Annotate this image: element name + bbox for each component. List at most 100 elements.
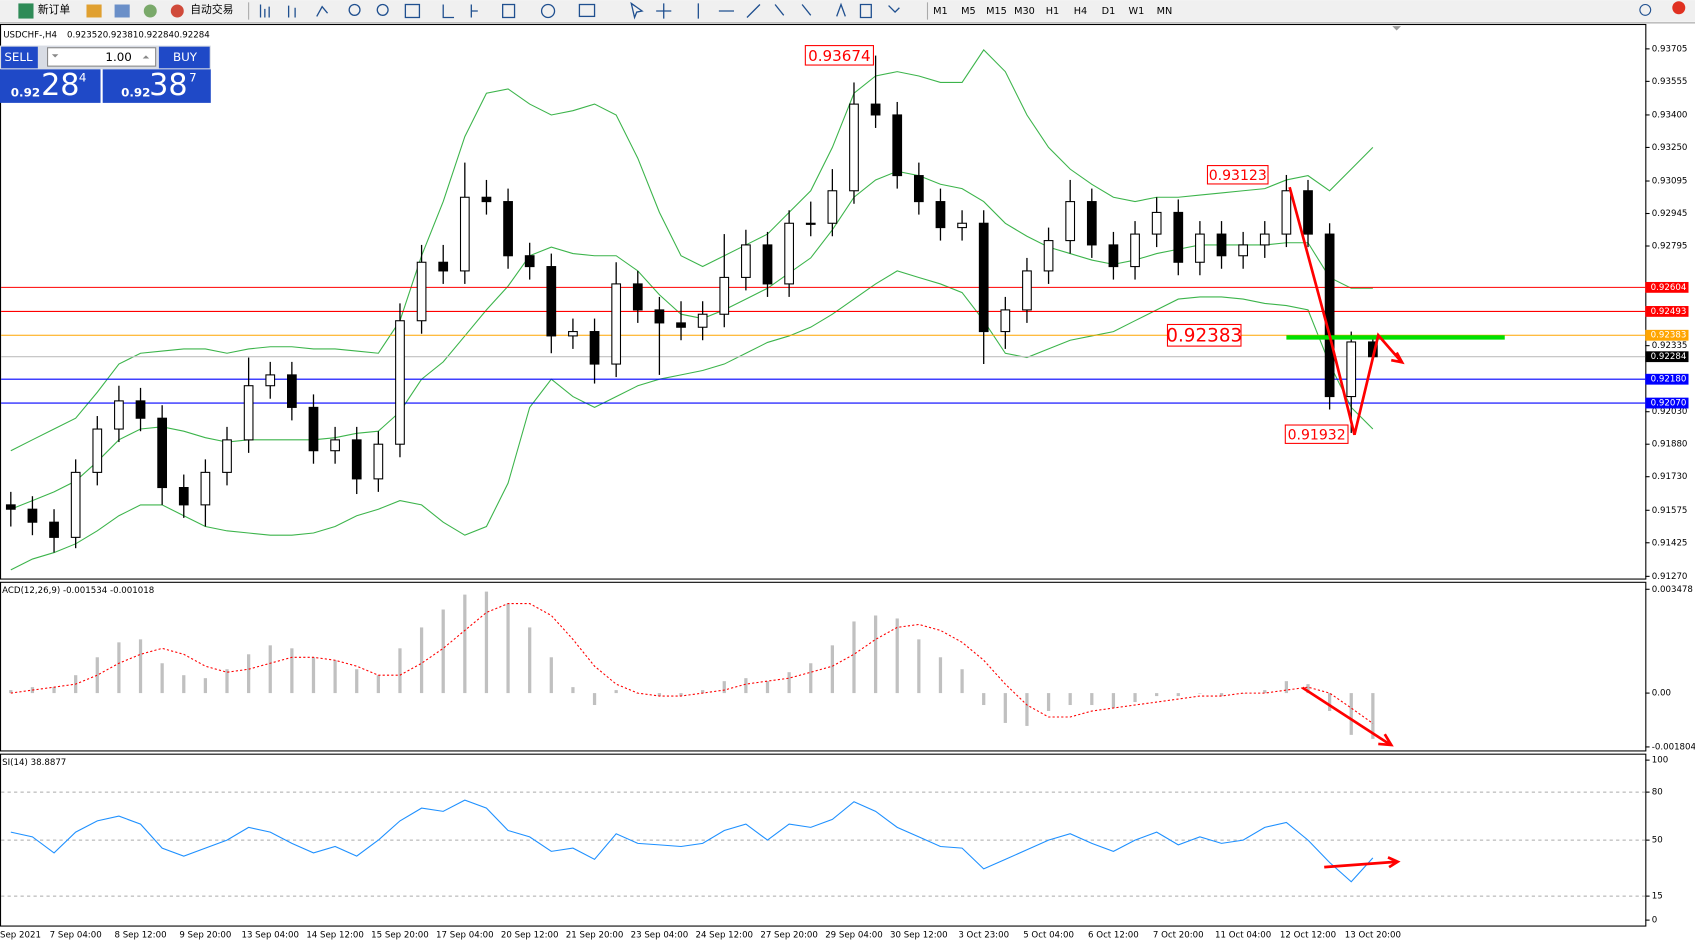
- y-tick-label: 0.003478: [1652, 585, 1693, 595]
- lots-input[interactable]: [47, 47, 157, 67]
- macd-bar: [1371, 693, 1375, 739]
- crosshair[interactable]: [656, 3, 672, 19]
- tool-icon[interactable]: [114, 4, 130, 18]
- candle-body: [892, 114, 903, 177]
- sell-price-box[interactable]: [0, 69, 101, 103]
- buy-label[interactable]: BUY: [173, 50, 198, 64]
- sell-price-small[interactable]: 4: [79, 71, 87, 85]
- macd-bar: [1003, 693, 1007, 723]
- timeframe-button[interactable]: H4: [1074, 6, 1088, 17]
- timeframe-button[interactable]: M15: [986, 6, 1007, 17]
- sell-price-prefix[interactable]: 0.92: [11, 86, 40, 100]
- tool-icon[interactable]: [442, 4, 478, 19]
- zoom-in[interactable]: [348, 3, 361, 16]
- y-tick-label: 0.92795: [1652, 242, 1688, 252]
- search[interactable]: [1639, 3, 1652, 16]
- candle-body: [114, 400, 124, 430]
- price-annotation: 0.93674: [808, 47, 871, 65]
- tool-icon[interactable]: [259, 4, 270, 18]
- sell-price-big[interactable]: 28: [41, 68, 80, 103]
- x-tick-label: 13 Sep 04:00: [241, 931, 299, 941]
- macd-bar: [1090, 693, 1094, 706]
- x-tick-label: 14 Sep 12:00: [306, 931, 364, 941]
- macd-bar: [830, 645, 834, 694]
- lots-down[interactable]: [51, 54, 59, 58]
- periods[interactable]: [540, 3, 556, 19]
- candle-body: [589, 331, 600, 365]
- lots-up[interactable]: [142, 55, 150, 59]
- timeframe-button[interactable]: W1: [1129, 6, 1145, 17]
- candle-body: [978, 222, 989, 333]
- sell-label[interactable]: SELL: [4, 50, 33, 64]
- macd-bar: [225, 669, 229, 694]
- tool-icon[interactable]: [143, 4, 157, 18]
- indicators[interactable]: [502, 3, 516, 19]
- tool-icon[interactable]: [287, 5, 296, 18]
- ohlc-value: 0.92284: [138, 30, 174, 40]
- buy-button[interactable]: [158, 46, 210, 69]
- x-tick-label: 30 Sep 12:00: [890, 931, 948, 941]
- timeframe-button[interactable]: D1: [1102, 6, 1116, 17]
- new-order-icon[interactable]: [18, 3, 34, 19]
- price-annotation-box: [1284, 424, 1349, 444]
- macd-bar: [247, 654, 251, 694]
- macd-bar: [419, 627, 424, 694]
- candle-body: [459, 196, 470, 272]
- notification[interactable]: [1672, 1, 1686, 15]
- symbol: USDCHF-,H4: [3, 30, 57, 40]
- macd-chart: 0.003478 0.00 -0.001804 ACD(12,26,9) -0.001…: [2, 585, 1695, 753]
- macd-bar: [592, 693, 597, 706]
- cursor[interactable]: [630, 1, 644, 20]
- timeframe-button[interactable]: M5: [961, 6, 976, 17]
- auto-trading[interactable]: 自动交易: [190, 2, 233, 16]
- macd-bar: [873, 615, 878, 694]
- sell-button[interactable]: [1, 46, 38, 69]
- zoom-out[interactable]: [376, 3, 389, 16]
- macd-bar: [1241, 693, 1245, 694]
- price-annotation: 0.92383: [1166, 325, 1242, 346]
- macd-bar: [549, 657, 553, 694]
- tile[interactable]: [404, 3, 421, 19]
- y-tick-label: 0.00: [1652, 689, 1671, 699]
- candle-body: [438, 261, 449, 272]
- x-tick-label: 5 Oct 04:00: [1023, 931, 1074, 941]
- templates[interactable]: [578, 3, 596, 18]
- y-tick-label: 0.91425: [1652, 538, 1688, 548]
- tool-icon[interactable]: [86, 4, 102, 18]
- candle-body: [178, 486, 189, 506]
- buy-price-prefix[interactable]: 0.92: [121, 86, 150, 100]
- macd-bar: [528, 627, 532, 694]
- tool-icon[interactable]: [316, 5, 329, 17]
- auto-trading-icon[interactable]: [170, 4, 184, 18]
- annotations: 0.93674 0.93123 0.92383 0.91932: [804, 45, 1349, 444]
- timeframe-button[interactable]: M30: [1014, 6, 1035, 17]
- lots-value[interactable]: 1.00: [105, 50, 131, 64]
- candle-body: [546, 266, 557, 337]
- y-tick-label: 0.92335: [1652, 341, 1688, 351]
- buy-price-big[interactable]: 38: [149, 68, 188, 103]
- macd-bar: [290, 648, 294, 694]
- macd-bar: [376, 675, 380, 694]
- price-level-label: 0.92493: [1651, 307, 1687, 317]
- candle-body: [957, 222, 967, 229]
- drawing-tools[interactable]: [697, 2, 900, 19]
- macd-bar: [895, 618, 899, 694]
- indicator-title: SI(14) 38.8877: [2, 758, 66, 768]
- x-tick-label: 13 Oct 20:00: [1345, 931, 1401, 941]
- y-tick-label: 0.91880: [1652, 440, 1688, 450]
- new-order[interactable]: 新订单: [38, 2, 71, 16]
- macd-bar: [571, 687, 575, 694]
- macd-bar: [1068, 693, 1072, 706]
- timeframe-button[interactable]: MN: [1157, 6, 1173, 17]
- y-tick-label: 0.93250: [1652, 143, 1688, 153]
- candle-body: [308, 406, 319, 452]
- buy-price-box[interactable]: [102, 69, 211, 103]
- candle-body: [503, 201, 513, 257]
- price-level-tag: [1645, 397, 1689, 409]
- macd-bar: [1263, 690, 1267, 694]
- buy-price-small[interactable]: 7: [189, 71, 197, 85]
- timeframe-button[interactable]: M1: [933, 6, 948, 17]
- timeframe-button[interactable]: H1: [1046, 6, 1060, 17]
- candle-body: [1324, 233, 1335, 398]
- analysis-drawings: [1286, 186, 1505, 869]
